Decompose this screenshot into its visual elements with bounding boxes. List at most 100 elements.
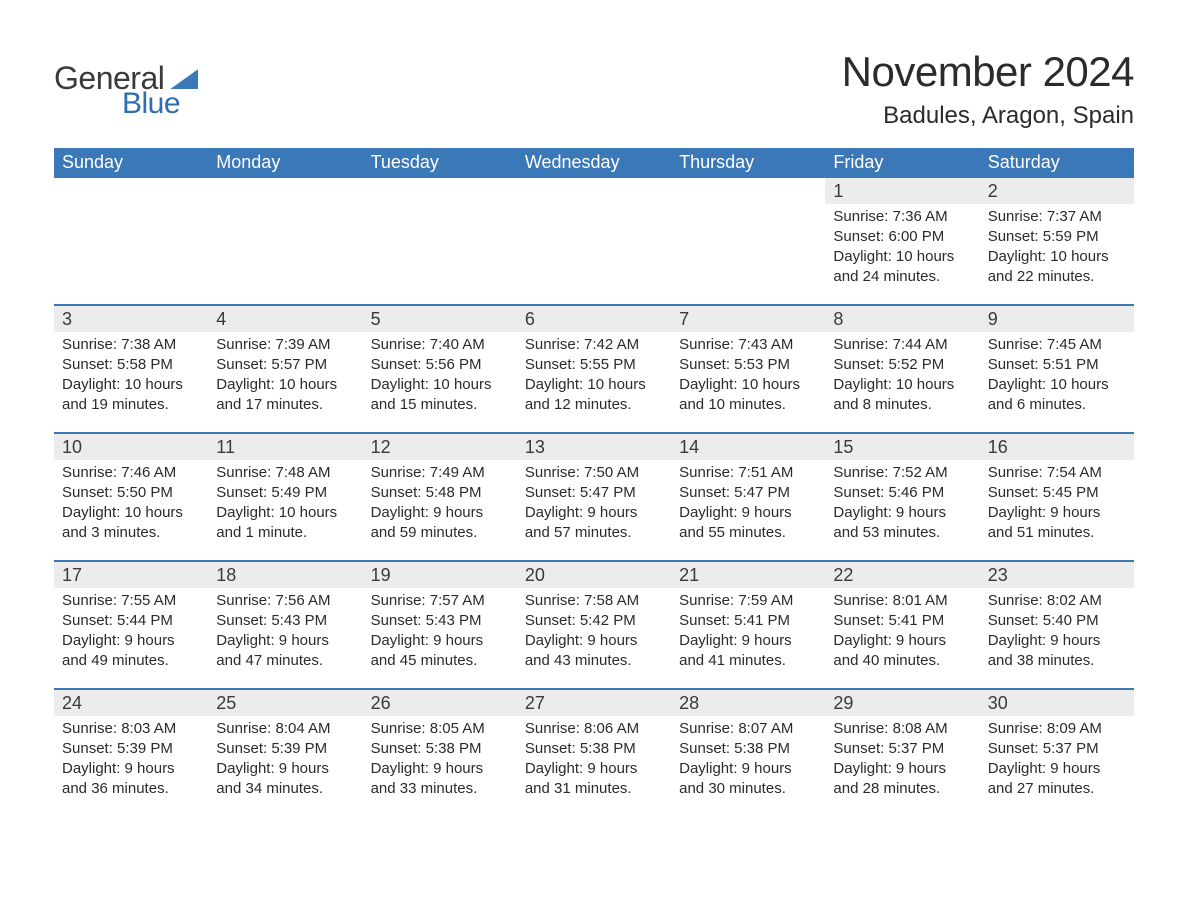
calendar-page: General Blue November 2024 Badules, Arag… bbox=[0, 0, 1188, 846]
sunset-text: Sunset: 5:50 PM bbox=[62, 483, 200, 503]
day-info: Sunrise: 7:46 AMSunset: 5:50 PMDaylight:… bbox=[54, 460, 208, 543]
sunset-text: Sunset: 5:57 PM bbox=[216, 355, 354, 375]
day-info: Sunrise: 7:42 AMSunset: 5:55 PMDaylight:… bbox=[517, 332, 671, 415]
sunset-text: Sunset: 6:00 PM bbox=[833, 227, 971, 247]
daylight-text: Daylight: 9 hours and 55 minutes. bbox=[679, 503, 817, 543]
sunset-text: Sunset: 5:49 PM bbox=[216, 483, 354, 503]
sunset-text: Sunset: 5:55 PM bbox=[525, 355, 663, 375]
day-cell: 11Sunrise: 7:48 AMSunset: 5:49 PMDayligh… bbox=[208, 434, 362, 560]
sunrise-text: Sunrise: 7:54 AM bbox=[988, 463, 1126, 483]
daylight-text: Daylight: 9 hours and 49 minutes. bbox=[62, 631, 200, 671]
daylight-text: Daylight: 9 hours and 45 minutes. bbox=[371, 631, 509, 671]
day-cell: 16Sunrise: 7:54 AMSunset: 5:45 PMDayligh… bbox=[980, 434, 1134, 560]
sunrise-text: Sunrise: 8:06 AM bbox=[525, 719, 663, 739]
daylight-text: Daylight: 9 hours and 57 minutes. bbox=[525, 503, 663, 543]
sunrise-text: Sunrise: 8:02 AM bbox=[988, 591, 1126, 611]
weekday-header: Wednesday bbox=[517, 148, 671, 178]
page-header: General Blue November 2024 Badules, Arag… bbox=[54, 48, 1134, 130]
day-number: 8 bbox=[825, 306, 979, 332]
sunset-text: Sunset: 5:56 PM bbox=[371, 355, 509, 375]
week-row: 17Sunrise: 7:55 AMSunset: 5:44 PMDayligh… bbox=[54, 560, 1134, 688]
day-number: 7 bbox=[671, 306, 825, 332]
day-number: 25 bbox=[208, 690, 362, 716]
day-number: 26 bbox=[363, 690, 517, 716]
weekday-header: Monday bbox=[208, 148, 362, 178]
week-row: 3Sunrise: 7:38 AMSunset: 5:58 PMDaylight… bbox=[54, 304, 1134, 432]
daylight-text: Daylight: 10 hours and 10 minutes. bbox=[679, 375, 817, 415]
daylight-text: Daylight: 9 hours and 43 minutes. bbox=[525, 631, 663, 671]
sunset-text: Sunset: 5:51 PM bbox=[988, 355, 1126, 375]
day-number: 9 bbox=[980, 306, 1134, 332]
weekday-header: Sunday bbox=[54, 148, 208, 178]
day-cell: 30Sunrise: 8:09 AMSunset: 5:37 PMDayligh… bbox=[980, 690, 1134, 816]
sunset-text: Sunset: 5:37 PM bbox=[833, 739, 971, 759]
sunset-text: Sunset: 5:44 PM bbox=[62, 611, 200, 631]
daylight-text: Daylight: 9 hours and 47 minutes. bbox=[216, 631, 354, 671]
day-cell: 4Sunrise: 7:39 AMSunset: 5:57 PMDaylight… bbox=[208, 306, 362, 432]
sunrise-text: Sunrise: 8:09 AM bbox=[988, 719, 1126, 739]
weekday-header: Thursday bbox=[671, 148, 825, 178]
sunset-text: Sunset: 5:53 PM bbox=[679, 355, 817, 375]
day-number: 29 bbox=[825, 690, 979, 716]
day-number: 12 bbox=[363, 434, 517, 460]
daylight-text: Daylight: 9 hours and 31 minutes. bbox=[525, 759, 663, 799]
day-info: Sunrise: 7:38 AMSunset: 5:58 PMDaylight:… bbox=[54, 332, 208, 415]
daylight-text: Daylight: 9 hours and 51 minutes. bbox=[988, 503, 1126, 543]
sunrise-text: Sunrise: 8:05 AM bbox=[371, 719, 509, 739]
day-number: 21 bbox=[671, 562, 825, 588]
day-number: 3 bbox=[54, 306, 208, 332]
weekday-header: Tuesday bbox=[363, 148, 517, 178]
daylight-text: Daylight: 10 hours and 12 minutes. bbox=[525, 375, 663, 415]
day-info: Sunrise: 8:06 AMSunset: 5:38 PMDaylight:… bbox=[517, 716, 671, 799]
daylight-text: Daylight: 10 hours and 15 minutes. bbox=[371, 375, 509, 415]
sunrise-text: Sunrise: 7:38 AM bbox=[62, 335, 200, 355]
day-number: 13 bbox=[517, 434, 671, 460]
daylight-text: Daylight: 9 hours and 34 minutes. bbox=[216, 759, 354, 799]
sunset-text: Sunset: 5:38 PM bbox=[371, 739, 509, 759]
daylight-text: Daylight: 10 hours and 6 minutes. bbox=[988, 375, 1126, 415]
sunrise-text: Sunrise: 7:42 AM bbox=[525, 335, 663, 355]
day-number: 27 bbox=[517, 690, 671, 716]
daylight-text: Daylight: 9 hours and 36 minutes. bbox=[62, 759, 200, 799]
month-title: November 2024 bbox=[842, 48, 1134, 96]
sunrise-text: Sunrise: 7:58 AM bbox=[525, 591, 663, 611]
sunset-text: Sunset: 5:59 PM bbox=[988, 227, 1126, 247]
week-row: 10Sunrise: 7:46 AMSunset: 5:50 PMDayligh… bbox=[54, 432, 1134, 560]
day-info: Sunrise: 8:02 AMSunset: 5:40 PMDaylight:… bbox=[980, 588, 1134, 671]
daylight-text: Daylight: 9 hours and 59 minutes. bbox=[371, 503, 509, 543]
sunset-text: Sunset: 5:47 PM bbox=[679, 483, 817, 503]
day-cell: 26Sunrise: 8:05 AMSunset: 5:38 PMDayligh… bbox=[363, 690, 517, 816]
day-cell: 28Sunrise: 8:07 AMSunset: 5:38 PMDayligh… bbox=[671, 690, 825, 816]
location-subtitle: Badules, Aragon, Spain bbox=[842, 102, 1134, 130]
day-number: 6 bbox=[517, 306, 671, 332]
sunset-text: Sunset: 5:38 PM bbox=[679, 739, 817, 759]
day-cell: 25Sunrise: 8:04 AMSunset: 5:39 PMDayligh… bbox=[208, 690, 362, 816]
sunrise-text: Sunrise: 7:43 AM bbox=[679, 335, 817, 355]
day-cell: 3Sunrise: 7:38 AMSunset: 5:58 PMDaylight… bbox=[54, 306, 208, 432]
sunrise-text: Sunrise: 7:51 AM bbox=[679, 463, 817, 483]
day-number: 2 bbox=[980, 178, 1134, 204]
day-info: Sunrise: 7:49 AMSunset: 5:48 PMDaylight:… bbox=[363, 460, 517, 543]
day-number: 24 bbox=[54, 690, 208, 716]
daylight-text: Daylight: 10 hours and 22 minutes. bbox=[988, 247, 1126, 287]
day-number: 18 bbox=[208, 562, 362, 588]
day-info: Sunrise: 7:45 AMSunset: 5:51 PMDaylight:… bbox=[980, 332, 1134, 415]
day-number: 20 bbox=[517, 562, 671, 588]
sunset-text: Sunset: 5:41 PM bbox=[833, 611, 971, 631]
day-info: Sunrise: 8:05 AMSunset: 5:38 PMDaylight:… bbox=[363, 716, 517, 799]
day-info: Sunrise: 8:07 AMSunset: 5:38 PMDaylight:… bbox=[671, 716, 825, 799]
day-cell: 23Sunrise: 8:02 AMSunset: 5:40 PMDayligh… bbox=[980, 562, 1134, 688]
sunset-text: Sunset: 5:39 PM bbox=[216, 739, 354, 759]
sunset-text: Sunset: 5:45 PM bbox=[988, 483, 1126, 503]
sunrise-text: Sunrise: 7:46 AM bbox=[62, 463, 200, 483]
day-cell: 18Sunrise: 7:56 AMSunset: 5:43 PMDayligh… bbox=[208, 562, 362, 688]
daylight-text: Daylight: 9 hours and 33 minutes. bbox=[371, 759, 509, 799]
day-cell: 12Sunrise: 7:49 AMSunset: 5:48 PMDayligh… bbox=[363, 434, 517, 560]
sunset-text: Sunset: 5:39 PM bbox=[62, 739, 200, 759]
daylight-text: Daylight: 10 hours and 8 minutes. bbox=[833, 375, 971, 415]
sunrise-text: Sunrise: 8:01 AM bbox=[833, 591, 971, 611]
day-info: Sunrise: 8:03 AMSunset: 5:39 PMDaylight:… bbox=[54, 716, 208, 799]
day-info: Sunrise: 7:54 AMSunset: 5:45 PMDaylight:… bbox=[980, 460, 1134, 543]
day-info: Sunrise: 7:37 AMSunset: 5:59 PMDaylight:… bbox=[980, 204, 1134, 287]
day-number: 28 bbox=[671, 690, 825, 716]
